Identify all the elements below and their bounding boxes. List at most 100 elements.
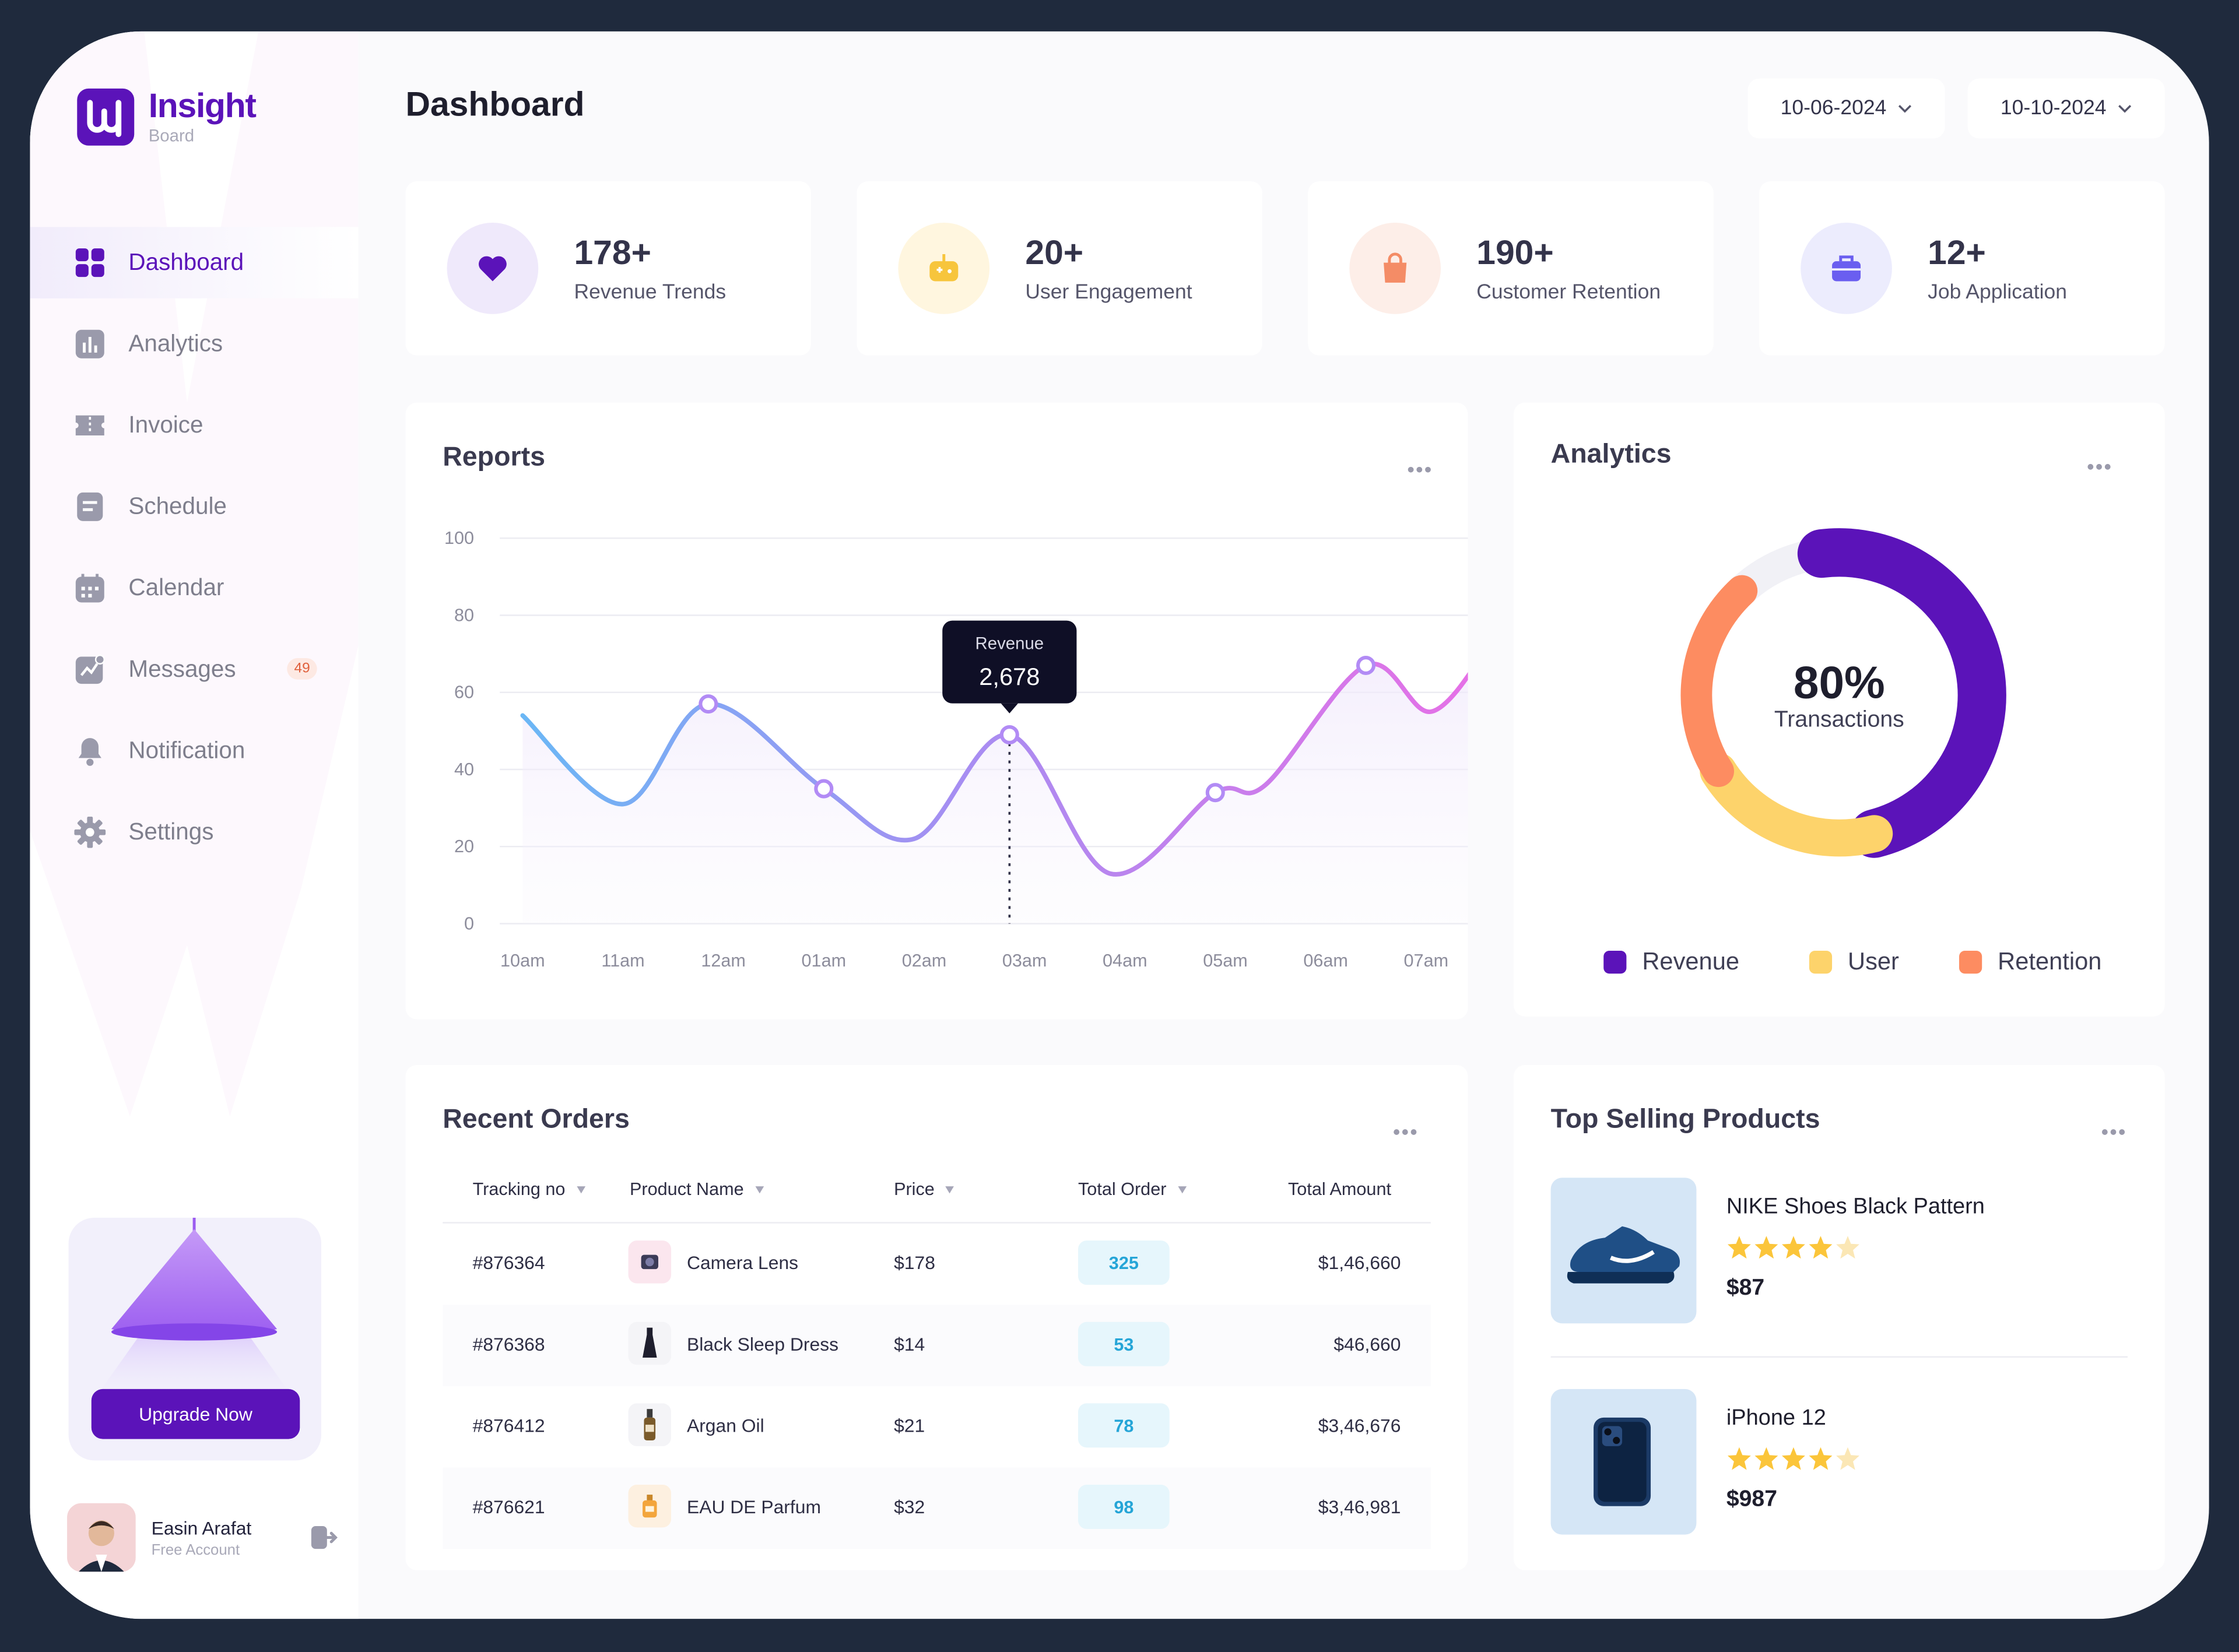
stat-label: User Engagement <box>1025 281 1192 304</box>
chevron-down-icon <box>2118 105 2132 113</box>
table-header: Tracking no Product Name Price Total Ord… <box>443 1159 1431 1224</box>
reports-more-icon[interactable] <box>1408 454 1434 473</box>
data-point-marker[interactable] <box>1356 655 1376 676</box>
table-row[interactable]: #876364 Camera Lens $178 325 $1,46,660 <box>443 1224 1431 1305</box>
column-price[interactable]: Price <box>894 1179 955 1199</box>
column-total-amount: Total Amount <box>1287 1179 1391 1200</box>
star-icon <box>1781 1446 1806 1471</box>
product-price: $987 <box>1726 1487 1778 1512</box>
star-icon <box>1726 1446 1752 1471</box>
tooltip-pointer <box>1001 703 1019 713</box>
y-tick-label: 100 <box>444 528 474 548</box>
sidebar-item-invoice[interactable]: Invoice <box>30 390 358 461</box>
product-item[interactable]: iPhone 12 $987 <box>1550 1389 2128 1538</box>
price: $178 <box>894 1252 935 1274</box>
document-icon <box>74 491 106 522</box>
chevron-down-icon <box>1898 105 1912 113</box>
table-row[interactable]: #876412 Argan Oil $21 78 $3,46,676 <box>443 1386 1431 1468</box>
legend-label: User <box>1848 948 1899 975</box>
legend-swatch <box>1603 951 1627 974</box>
star-icon <box>1835 1235 1861 1259</box>
donut-center-label: Transactions <box>1774 708 1904 733</box>
sort-icon[interactable] <box>1178 1185 1187 1193</box>
sidebar-item-messages[interactable]: Messages 49 <box>30 634 358 705</box>
donut-segment-revenue[interactable] <box>1797 528 2006 858</box>
stat-label: Revenue Trends <box>574 281 727 304</box>
heart-icon <box>447 223 539 314</box>
star-icon <box>1781 1235 1806 1259</box>
donut-center-value: 80% <box>1793 656 1885 708</box>
analytics-more-icon[interactable] <box>2087 451 2113 470</box>
y-tick-label: 40 <box>454 760 474 779</box>
sidebar-item-schedule[interactable]: Schedule <box>30 471 358 542</box>
tooltip-box <box>942 620 1077 704</box>
y-tick-label: 20 <box>454 836 474 856</box>
sidebar-item-calendar[interactable]: Calendar <box>30 553 358 624</box>
stat-value: 20+ <box>1025 234 1084 273</box>
star-icon <box>1753 1446 1779 1471</box>
gear-icon <box>74 816 106 848</box>
data-point-marker[interactable] <box>1205 783 1225 803</box>
logo[interactable]: Insight Board <box>77 88 257 146</box>
tracking-no: #876364 <box>472 1252 545 1274</box>
sort-icon[interactable] <box>946 1185 955 1193</box>
y-tick-label: 60 <box>454 683 474 702</box>
table-row[interactable]: #876368 Black Sleep Dress $14 53 $46,660 <box>443 1305 1431 1386</box>
sidebar-item-label: Calendar <box>128 574 224 600</box>
camera-lens-icon <box>628 1240 672 1284</box>
stat-card-revenue-trends[interactable]: 178+ Revenue Trends <box>405 181 812 356</box>
divider <box>1550 1356 2128 1358</box>
reports-card: Reports 100 80 60 40 20 0 10am 11am 12am 01am 02am… <box>405 402 1468 1020</box>
logout-icon[interactable] <box>310 1523 338 1552</box>
x-tick-label: 11am <box>601 951 644 971</box>
date-to-picker[interactable]: 10-10-2024 <box>1967 78 2165 139</box>
orders-more-icon[interactable] <box>1394 1116 1419 1135</box>
price: $32 <box>894 1496 925 1518</box>
data-point-marker[interactable] <box>999 725 1019 745</box>
x-tick-label: 04am <box>1103 951 1147 971</box>
product-name: NIKE Shoes Black Pattern <box>1726 1194 1985 1219</box>
chart-tooltip: Revenue 2,678 <box>942 620 1077 713</box>
user-name: Easin Arafat <box>151 1517 252 1538</box>
data-point-marker[interactable] <box>814 779 834 799</box>
tooltip-label: Revenue <box>975 634 1044 653</box>
column-tracking-no[interactable]: Tracking no <box>473 1179 585 1199</box>
sidebar-item-notification[interactable]: Notification <box>30 715 358 786</box>
star-icon <box>1808 1446 1833 1471</box>
column-total-order[interactable]: Total Order <box>1078 1179 1187 1199</box>
star-icon <box>1835 1446 1861 1471</box>
avatar[interactable] <box>67 1503 136 1572</box>
date-from-value: 10-06-2024 <box>1780 97 1887 120</box>
product-name: iPhone 12 <box>1726 1406 1826 1430</box>
stat-card-customer-retention[interactable]: 190+ Customer Retention <box>1308 181 1714 356</box>
data-point-marker[interactable] <box>699 694 718 714</box>
price: $21 <box>894 1414 925 1436</box>
sidebar-item-label: Messages <box>128 656 236 682</box>
upgrade-now-button[interactable]: Upgrade Now <box>91 1389 300 1439</box>
sidebar-item-label: Dashboard <box>128 249 244 275</box>
date-from-picker[interactable]: 10-06-2024 <box>1747 78 1945 139</box>
stat-label: Customer Retention <box>1476 281 1661 304</box>
sidebar-item-settings[interactable]: Settings <box>30 797 358 868</box>
sort-icon[interactable] <box>577 1185 585 1193</box>
legend-swatch <box>1809 951 1833 974</box>
column-product-name[interactable]: Product Name <box>630 1179 764 1199</box>
sidebar-item-analytics[interactable]: Analytics <box>30 308 358 379</box>
sidebar-item-label: Schedule <box>128 493 227 519</box>
stat-value: 178+ <box>574 234 651 273</box>
top-selling-more-icon[interactable] <box>2101 1116 2128 1135</box>
sort-icon[interactable] <box>755 1185 764 1193</box>
x-tick-label: 10am <box>500 951 545 971</box>
donut-segment-user[interactable] <box>1700 753 1893 857</box>
product-item[interactable]: NIKE Shoes Black Pattern $87 <box>1550 1178 2128 1326</box>
stat-card-job-application[interactable]: 12+ Job Application <box>1759 181 2165 356</box>
table-body: #876364 Camera Lens $178 325 $1,46,660 #… <box>443 1224 1431 1549</box>
total-amount: $3,46,981 <box>1318 1496 1401 1518</box>
table-row[interactable]: #876621 EAU DE Parfum $32 98 $3,46,981 <box>443 1467 1431 1549</box>
app-frame: Insight Board Dashboard Analytics <box>30 31 2209 1619</box>
sidebar-item-dashboard[interactable]: Dashboard <box>30 227 359 298</box>
total-amount: $46,660 <box>1333 1333 1401 1355</box>
donut-segment-retention[interactable] <box>1680 575 1758 788</box>
stat-card-user-engagement[interactable]: 20+ User Engagement <box>857 181 1262 356</box>
x-tick-label: 07am <box>1404 951 1449 971</box>
